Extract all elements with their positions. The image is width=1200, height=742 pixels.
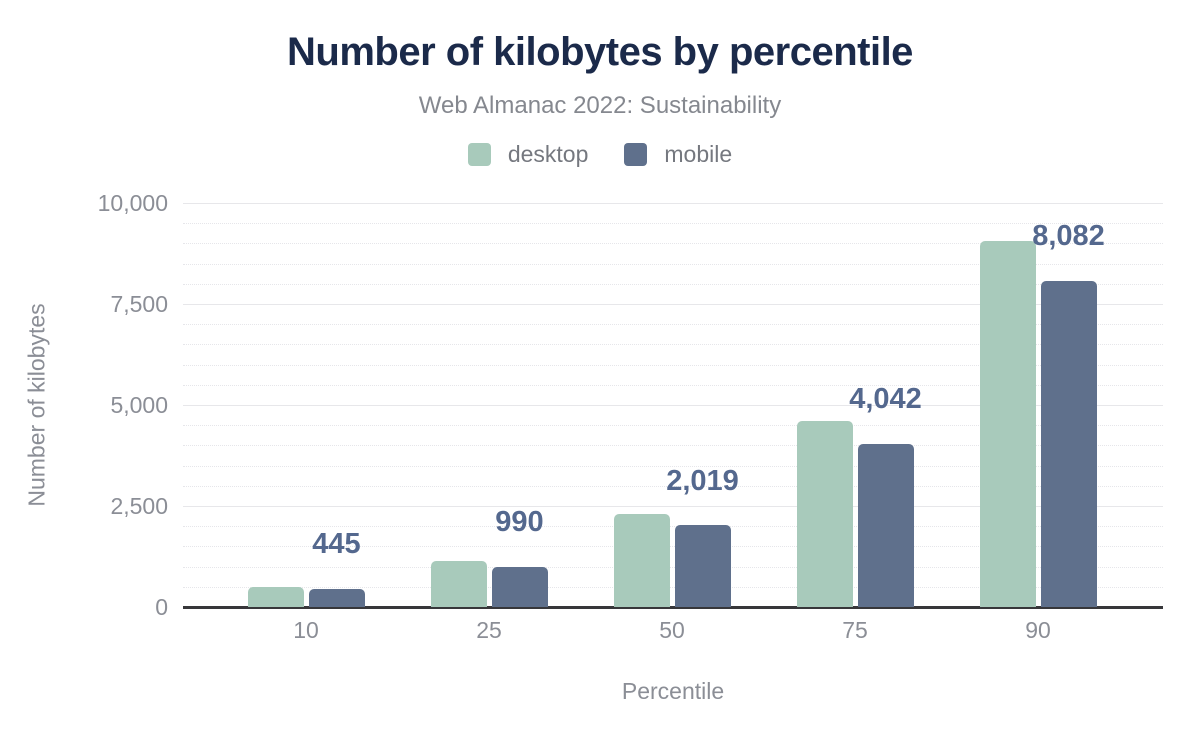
legend-swatch-desktop-icon	[467, 143, 491, 166]
gridline-major-5000	[183, 405, 1163, 406]
bar-mobile-p10[interactable]	[308, 589, 365, 607]
legend-label-desktop: desktop	[507, 141, 589, 167]
chart-title: Number of kilobytes by percentile	[287, 30, 913, 74]
bar-value-label-p10: 445	[312, 528, 361, 561]
gridline-minor-1000	[183, 566, 1163, 568]
bar-mobile-p25[interactable]	[491, 567, 548, 607]
gridline-major-7500	[183, 304, 1163, 305]
y-tick-label-5000: 5,000	[110, 392, 168, 418]
gridline-minor-5500	[183, 384, 1163, 386]
bar-mobile-p50[interactable]	[674, 525, 731, 607]
y-tick-label-10000: 10,000	[97, 190, 168, 216]
x-axis-line	[183, 606, 1163, 609]
legend-item-mobile: mobile	[624, 141, 732, 168]
gridline-minor-4000	[183, 445, 1163, 447]
gridline-minor-3000	[183, 485, 1163, 487]
bar-desktop-p10[interactable]	[247, 586, 304, 607]
bar-value-label-p90: 8,082	[1032, 219, 1105, 252]
gridline-major-2500	[183, 506, 1163, 507]
bar-desktop-p50[interactable]	[613, 514, 670, 607]
x-tick-label-75: 75	[842, 617, 868, 643]
bar-desktop-p75[interactable]	[796, 421, 853, 607]
x-axis-title: Percentile	[621, 678, 725, 704]
bar-value-label-p75: 4,042	[849, 382, 922, 415]
gridline-minor-7000	[183, 324, 1163, 326]
bar-desktop-p90[interactable]	[979, 241, 1036, 607]
legend: desktop mobile	[0, 141, 1200, 168]
legend-item-desktop: desktop	[467, 141, 589, 168]
gridline-minor-6500	[183, 344, 1163, 346]
x-tick-label-10: 10	[293, 617, 319, 643]
bar-value-label-p50: 2,019	[666, 464, 739, 497]
plot-area: 445 990 2,019 4,042 8,082	[183, 203, 1163, 609]
chart-subtitle: Web Almanac 2022: Sustainability	[418, 92, 782, 119]
bar-mobile-p90[interactable]	[1040, 280, 1097, 607]
legend-label-mobile: mobile	[664, 141, 733, 167]
x-tick-label-25: 25	[476, 617, 502, 643]
y-tick-label-2500: 2,500	[110, 493, 168, 519]
gridline-minor-8000	[183, 283, 1163, 285]
x-tick-label-50: 50	[659, 617, 685, 643]
legend-swatch-mobile-icon	[624, 143, 648, 166]
y-tick-label-0: 0	[155, 594, 168, 620]
bar-value-label-p25: 990	[495, 506, 544, 539]
gridline-minor-9000	[183, 243, 1163, 245]
bar-desktop-p25[interactable]	[430, 560, 487, 607]
gridline-minor-500	[183, 586, 1163, 588]
gridline-minor-8500	[183, 263, 1163, 265]
x-tick-label-90: 90	[1025, 617, 1051, 643]
y-tick-label-7500: 7,500	[110, 291, 168, 317]
bar-mobile-p75[interactable]	[857, 443, 914, 607]
gridline-minor-2000	[183, 526, 1163, 528]
gridline-minor-6000	[183, 364, 1163, 366]
gridline-minor-3500	[183, 465, 1163, 467]
gridline-major-10000	[183, 203, 1163, 204]
gridline-minor-1500	[183, 546, 1163, 548]
gridline-minor-4500	[183, 425, 1163, 427]
gridline-minor-9500	[183, 223, 1163, 225]
